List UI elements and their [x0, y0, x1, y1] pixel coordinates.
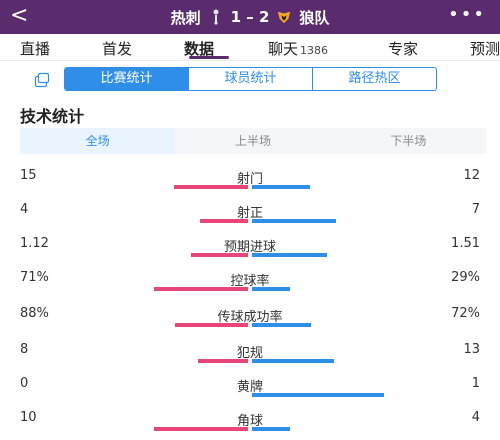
- tab-experts[interactable]: 专家: [388, 38, 418, 59]
- home-value: 88%: [20, 306, 49, 321]
- away-bar: [252, 219, 336, 223]
- home-value: 4: [20, 202, 29, 217]
- away-bar: [252, 253, 327, 257]
- tab-label: 聊天: [268, 40, 299, 58]
- tab-label: 直播: [20, 40, 51, 58]
- stat-row: 15 射门 12: [0, 166, 500, 202]
- period-full-time[interactable]: 全场: [20, 128, 176, 154]
- stat-label: 射门: [236, 172, 263, 187]
- tab-stats[interactable]: 数据: [184, 38, 214, 59]
- home-bar: [191, 253, 248, 257]
- away-value: 72%: [451, 306, 480, 321]
- away-bar: [252, 287, 290, 291]
- away-value: 12: [463, 168, 480, 183]
- chat-count: 1386: [300, 44, 329, 57]
- away-value: 1: [471, 376, 480, 391]
- away-bar: [252, 323, 311, 327]
- section-title: 技术统计: [20, 107, 85, 126]
- stat-label: 传球成功率: [217, 310, 283, 325]
- segment-match-stats[interactable]: 比赛统计: [65, 68, 188, 90]
- home-value: 10: [20, 410, 37, 425]
- scoreline: 热刺 1 – 2 狼队: [0, 0, 500, 34]
- away-bar: [252, 393, 384, 397]
- match-tabs: 直播 首发 数据 聊天 1386 专家 预测: [0, 34, 500, 60]
- home-bar: [154, 287, 248, 291]
- home-bar: [154, 427, 248, 431]
- tab-label: 专家: [388, 40, 419, 58]
- home-value: 0: [20, 376, 29, 391]
- stat-row: 1.12 预期进球 1.51: [0, 234, 500, 270]
- tab-label: 数据: [184, 40, 215, 58]
- tab-predict[interactable]: 预测: [470, 38, 500, 59]
- home-bar: [200, 219, 248, 223]
- match-score: 1 – 2: [230, 8, 270, 26]
- divider: [0, 60, 500, 61]
- stat-row: 71% 控球率 29%: [0, 268, 500, 304]
- tab-live[interactable]: 直播: [20, 38, 50, 59]
- home-team-name: 热刺: [170, 8, 201, 27]
- stat-label: 预期进球: [223, 240, 276, 255]
- stat-label: 犯规: [236, 346, 263, 361]
- away-value: 7: [471, 202, 480, 217]
- stat-label: 角球: [236, 414, 263, 429]
- tab-label: 首发: [102, 40, 133, 58]
- tab-chat[interactable]: 聊天 1386: [268, 38, 328, 59]
- stat-label: 射正: [236, 206, 263, 221]
- stat-row: 10 角球 4: [0, 408, 500, 440]
- away-value: 29%: [451, 270, 480, 285]
- away-bar: [252, 427, 290, 431]
- away-team-name: 狼队: [299, 8, 330, 27]
- stat-row: 0 黄牌 1: [0, 374, 500, 410]
- stat-row: 8 犯规 13: [0, 340, 500, 376]
- home-value: 1.12: [20, 236, 49, 251]
- tab-label: 预测: [470, 40, 500, 58]
- home-bar: [174, 185, 248, 189]
- away-value: 4: [471, 410, 480, 425]
- stats-type-switch: 比赛统计 球员统计 路径热区: [64, 67, 437, 91]
- period-first-half[interactable]: 上半场: [234, 134, 271, 148]
- away-team-crest-icon: [277, 9, 291, 25]
- stat-row: 4 射正 7: [0, 200, 500, 236]
- home-bar: [175, 323, 248, 327]
- period-second-half[interactable]: 下半场: [390, 134, 427, 148]
- home-value: 15: [20, 168, 37, 183]
- active-tab-indicator: [189, 56, 229, 59]
- share-icon[interactable]: [34, 72, 50, 88]
- more-options-icon[interactable]: •••: [448, 4, 486, 25]
- stat-label: 控球率: [230, 274, 270, 289]
- segment-heatmap[interactable]: 路径热区: [312, 68, 436, 90]
- tab-lineup[interactable]: 首发: [102, 38, 132, 59]
- back-icon[interactable]: <: [10, 3, 29, 28]
- segment-player-stats[interactable]: 球员统计: [188, 68, 312, 90]
- away-bar: [252, 185, 310, 189]
- away-bar: [252, 359, 334, 363]
- stat-row: 88% 传球成功率 72%: [0, 304, 500, 340]
- match-header: < 热刺 1 – 2 狼队 •••: [0, 0, 500, 34]
- away-value: 13: [463, 342, 480, 357]
- home-value: 71%: [20, 270, 49, 285]
- home-team-crest-icon: [209, 9, 223, 25]
- period-switch: 全场 上半场 下半场: [20, 128, 486, 154]
- stat-label: 黄牌: [236, 380, 263, 395]
- home-bar: [198, 359, 248, 363]
- home-value: 8: [20, 342, 29, 357]
- away-value: 1.51: [451, 236, 480, 251]
